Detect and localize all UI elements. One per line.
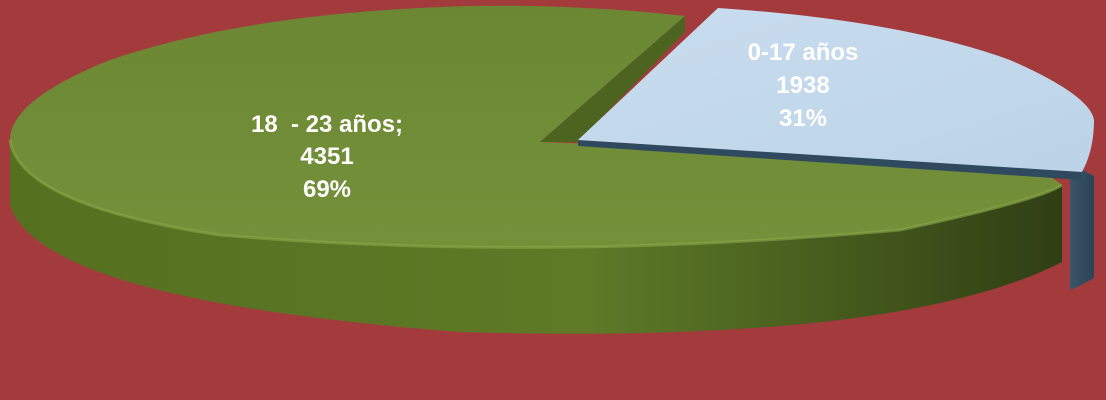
slice-18-23-side [10,140,1062,334]
slice-0-17-inner-edge [578,140,1082,180]
label-18-23: 18 - 23 años; 4351 69% [251,111,403,203]
label-0-17-percent: 31% [779,105,827,132]
slice-18-23-rim-highlight [8,139,1063,249]
slice-18-23-top [10,5,1062,248]
slice-18-23 [8,5,1063,334]
slice-0-17-top [578,8,1094,172]
label-0-17: 0-17 años 1938 31% [748,39,859,132]
label-18-23-value: 4351 [300,143,353,170]
label-0-17-value: 1938 [776,72,829,99]
label-18-23-category: 18 - 23 años; [251,111,403,138]
label-0-17-category: 0-17 años [748,39,859,66]
slice-18-23-inner-edge [540,16,685,142]
label-18-23-percent: 69% [303,176,351,203]
slice-0-17-side [1070,170,1094,290]
slice-0-17 [578,8,1094,290]
